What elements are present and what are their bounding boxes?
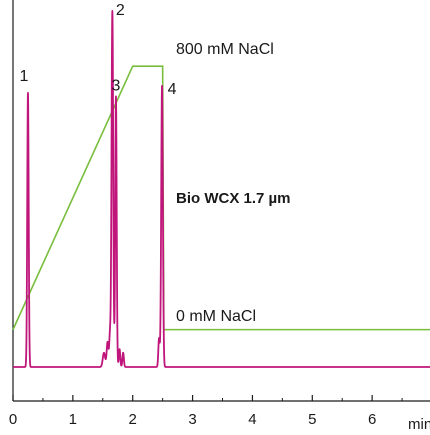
peak-label-4: 4 [168,81,177,98]
label-layer: 1 2 3 4 [20,2,177,98]
low-salt-label: 0 mM NaCl [176,308,256,325]
chromatogram-trace [12,9,430,368]
x-tick-label: 1 [69,411,77,428]
gradient-line [12,65,430,331]
x-tick-label: 3 [188,411,196,428]
trace-layer [12,9,430,368]
x-tick-label: 5 [308,411,316,428]
x-axis-unit: min [408,416,430,433]
peak-label-2: 2 [116,2,125,19]
x-tick-label: 0 [9,411,17,428]
x-tick-label: 4 [248,411,256,428]
column-label: Bio WCX 1.7 µm [176,190,291,207]
x-tick-label: 6 [368,411,376,428]
peak-label-3: 3 [112,77,121,94]
axes: 0 1 2 3 4 5 6 [9,0,430,428]
gradient-layer [12,65,430,331]
high-salt-label: 800 mM NaCl [176,41,274,58]
peak-label-1: 1 [20,68,29,85]
x-tick-label: 2 [129,411,137,428]
